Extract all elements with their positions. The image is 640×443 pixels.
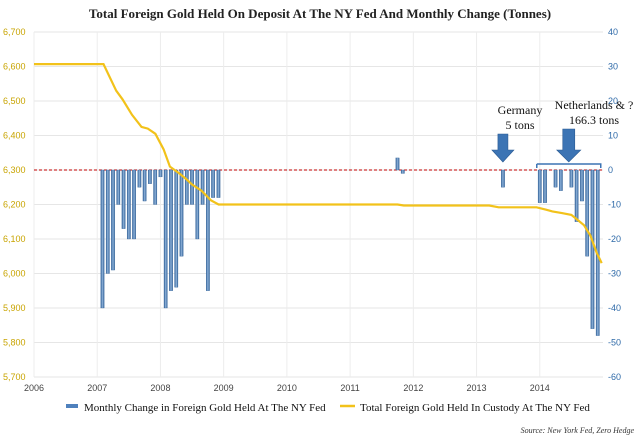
bar: [574, 169, 579, 222]
bar: [100, 169, 105, 309]
netherlands-amount: 166.3 tons: [569, 113, 619, 127]
bar: [121, 169, 126, 229]
x-tick-label: 2008: [150, 383, 170, 393]
bar: [200, 169, 205, 205]
bar: [148, 169, 152, 184]
bar: [179, 169, 184, 257]
bar: [126, 169, 131, 240]
x-tick-label: 2010: [277, 383, 297, 393]
right-tick-label: -10: [608, 200, 621, 210]
left-tick-label: 6,700: [3, 27, 26, 37]
x-tick-label: 2014: [530, 383, 550, 393]
bar: [190, 169, 194, 205]
bar: [105, 169, 110, 274]
left-tick-label: 6,000: [3, 269, 26, 279]
left-tick-label: 6,300: [3, 165, 26, 175]
bar: [137, 169, 142, 188]
left-tick-label: 6,400: [3, 131, 26, 141]
x-axis-ticks: 2006 2007 2008 2009 2010 2011 2012 2013 2014: [24, 383, 550, 393]
bar: [400, 169, 405, 174]
right-tick-label: 0: [608, 165, 613, 175]
chart-title: Total Foreign Gold Held On Deposit At Th…: [89, 6, 551, 21]
germany-label: Germany: [498, 103, 543, 117]
netherlands-bracket: [536, 163, 602, 168]
legend-bar-swatch: [66, 404, 78, 408]
bar: [169, 169, 173, 291]
netherlands-label: Netherlands & ?: [555, 98, 634, 112]
bar: [163, 169, 168, 309]
legend-line-label: Total Foreign Gold Held In Custody At Th…: [360, 402, 590, 414]
right-tick-label: -60: [608, 372, 621, 382]
right-tick-label: 20: [608, 96, 618, 106]
germany-amount: 5 tons: [505, 118, 534, 132]
left-tick-label: 5,700: [3, 372, 26, 382]
left-axis-ticks: 5,700 5,800 5,900 6,000 6,100 6,200 6,300 6,400…: [3, 27, 26, 382]
bar: [111, 169, 115, 271]
netherlands-arrow-icon: [556, 128, 582, 163]
left-tick-label: 6,100: [3, 234, 26, 244]
left-tick-label: 6,600: [3, 62, 26, 72]
total-gold-line: [34, 62, 603, 264]
bar: [142, 169, 147, 202]
right-tick-label: 40: [608, 27, 618, 37]
bar: [216, 169, 221, 198]
bar: [195, 169, 200, 240]
x-tick-label: 2012: [403, 383, 423, 393]
germany-arrow-icon: [491, 133, 515, 163]
x-tick-label: 2007: [87, 383, 107, 393]
left-tick-label: 6,500: [3, 96, 26, 106]
bar: [580, 169, 584, 202]
legend-bar-label: Monthly Change in Foreign Gold Held At T…: [84, 402, 326, 414]
right-tick-label: 30: [608, 62, 618, 72]
right-tick-label: -20: [608, 234, 621, 244]
right-tick-label: -50: [608, 338, 621, 348]
bar: [395, 157, 400, 171]
legend: Monthly Change in Foreign Gold Held At T…: [66, 402, 590, 414]
bar: [543, 169, 547, 203]
source-note: Source: New York Fed, Zero Hedge: [521, 426, 635, 435]
bar: [174, 169, 179, 288]
bar: [558, 169, 563, 191]
bar: [590, 169, 595, 329]
bar: [569, 169, 574, 188]
x-tick-label: 2006: [24, 383, 44, 393]
netherlands-annotation: Netherlands & ? 166.3 tons: [536, 98, 634, 168]
right-tick-label: -30: [608, 269, 621, 279]
bar: [116, 169, 121, 205]
x-tick-label: 2009: [214, 383, 234, 393]
bar: [158, 169, 163, 178]
bar: [501, 169, 505, 188]
bar: [553, 169, 558, 188]
right-tick-label: 10: [608, 131, 618, 141]
x-tick-label: 2011: [340, 383, 359, 393]
germany-annotation: Germany 5 tons: [491, 103, 543, 163]
x-tick-label: 2013: [467, 383, 487, 393]
monthly-change-bars: [100, 157, 600, 336]
right-axis-ticks: -60 -50 -40 -30 -20 -10 0 10 20 30 40: [608, 27, 621, 382]
bar: [153, 169, 158, 205]
bar: [184, 169, 189, 205]
left-tick-label: 6,200: [3, 200, 26, 210]
bar: [537, 169, 542, 203]
bar: [206, 169, 210, 291]
bar: [211, 169, 215, 198]
bar: [132, 169, 136, 240]
bar: [585, 169, 590, 257]
left-tick-label: 5,800: [3, 338, 26, 348]
left-tick-label: 5,900: [3, 303, 26, 313]
right-tick-label: -40: [608, 303, 621, 313]
